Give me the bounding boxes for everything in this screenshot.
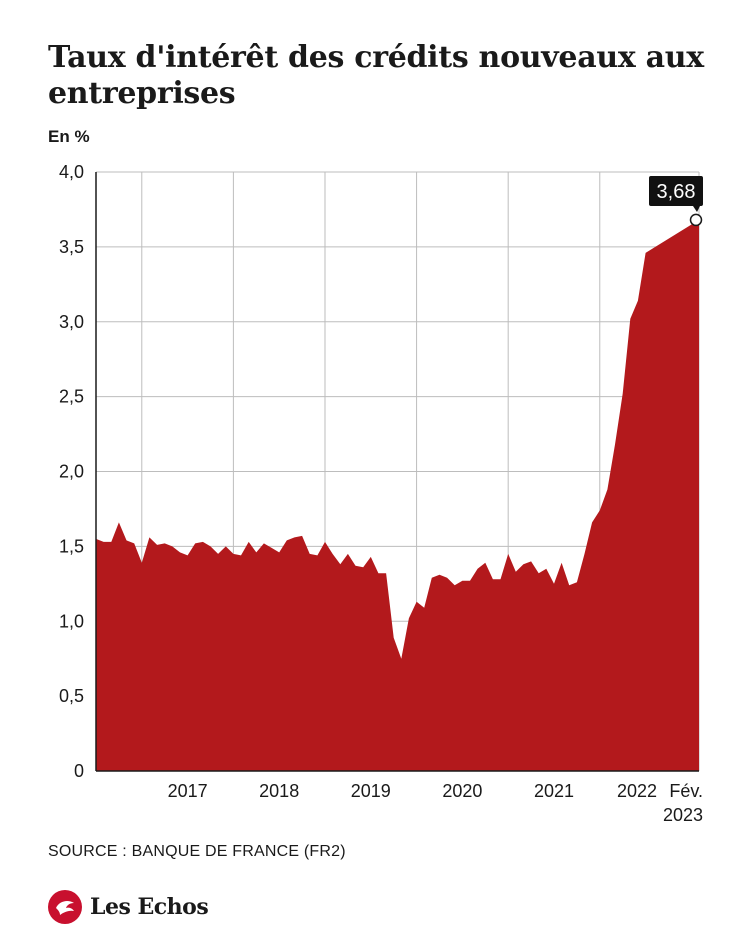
x-tick-label: 2023 <box>663 805 703 825</box>
x-tick-label: 2022 <box>617 781 657 801</box>
y-tick-label: 1,5 <box>59 536 84 556</box>
x-tick-label: 2017 <box>168 781 208 801</box>
y-tick-label: 4,0 <box>59 162 84 182</box>
area-chart: 0 0,5 1,0 1,5 2,0 2,5 3,0 3,5 4,0 2017 2018 2019 202… <box>59 162 703 825</box>
y-tick-label: 1,0 <box>59 611 84 631</box>
y-tick-label: 2,5 <box>59 387 84 407</box>
annotation-label: 3,68 <box>657 181 696 203</box>
annotation-box <box>649 176 703 206</box>
series-area <box>96 219 699 771</box>
source-note: SOURCE : BANQUE DE FRANCE (FR2) <box>48 843 346 860</box>
logo-icon <box>48 890 82 924</box>
chart-title: Taux d'intérêt des crédits nouveaux aux … <box>48 40 704 111</box>
x-tick-label: 2018 <box>259 781 299 801</box>
unit-label: En % <box>48 127 90 146</box>
logo-text: Les Echos <box>90 894 209 920</box>
les-echos-logo: Les Echos <box>48 890 209 924</box>
y-tick-label: 0,5 <box>59 686 84 706</box>
x-tick-label: 2020 <box>442 781 482 801</box>
y-tick-label: 2,0 <box>59 462 84 482</box>
annotation-marker <box>689 213 703 227</box>
x-tick-label: Fév. <box>669 781 703 801</box>
x-tick-label: 2021 <box>534 781 574 801</box>
annotation-pointer <box>693 206 700 212</box>
y-tick-label: 3,5 <box>59 237 84 257</box>
y-tick-label: 3,0 <box>59 312 84 332</box>
y-tick-label: 0 <box>74 761 84 781</box>
x-tick-label: 2019 <box>351 781 391 801</box>
